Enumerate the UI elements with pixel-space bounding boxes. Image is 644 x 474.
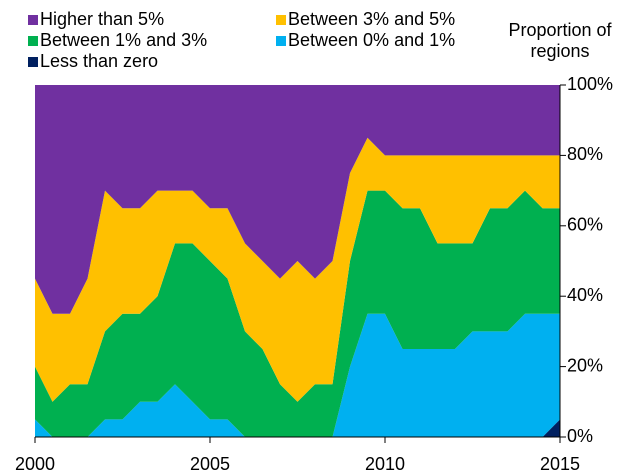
y-tick-label: 60% (567, 215, 603, 235)
area (35, 190, 560, 437)
x-tick-label: 2010 (365, 454, 405, 474)
legend-label: Higher than 5% (40, 9, 164, 29)
legend-label: Between 1% and 3% (40, 30, 207, 50)
legend-swatch (28, 36, 38, 46)
y-tick-label: 40% (567, 285, 603, 305)
area (35, 137, 560, 402)
legend-label: Between 0% and 1% (288, 30, 455, 50)
legend-swatch (276, 36, 286, 46)
y-tick-label: 0% (567, 426, 593, 446)
legend-swatch (276, 15, 286, 25)
y-tick-label: 20% (567, 355, 603, 375)
area (35, 85, 560, 314)
legend-label: Less than zero (40, 51, 158, 71)
x-tick-label: 2015 (540, 454, 580, 474)
y-tick-label: 100% (567, 74, 613, 94)
area (35, 313, 560, 437)
x-tick-label: 2005 (190, 454, 230, 474)
legend-label: Between 3% and 5% (288, 9, 455, 29)
legend-swatch (28, 57, 38, 67)
x-tick-label: 2000 (15, 454, 55, 474)
legend-swatch (28, 15, 38, 25)
y-axis-title: Proportion of regions (508, 20, 612, 61)
y-tick-label: 80% (567, 144, 603, 164)
